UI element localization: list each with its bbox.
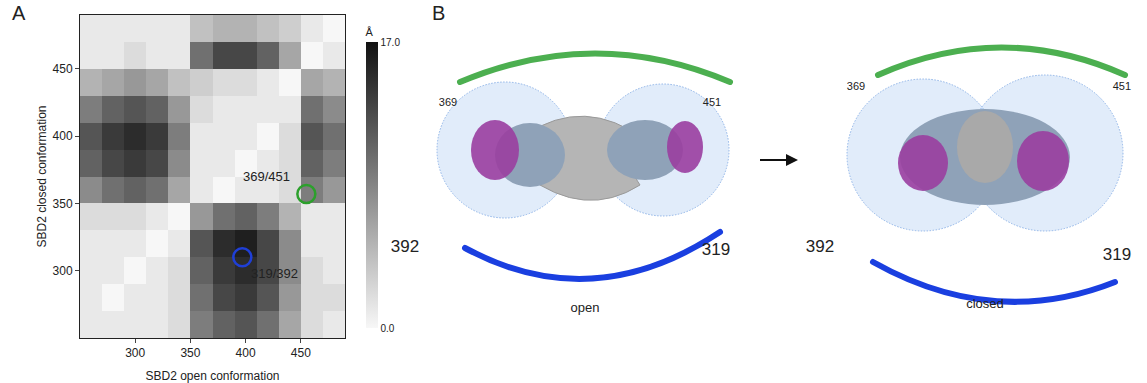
html-text:A: A [12, 2, 26, 24]
svg-text:451: 451 [1113, 80, 1131, 92]
svg-text:350: 350 [180, 346, 200, 360]
svg-text:392: 392 [806, 237, 834, 256]
svg-text:SBD2 open conformation: SBD2 open conformation [145, 369, 279, 383]
html-text:B: B [432, 2, 446, 24]
svg-text:319: 319 [702, 240, 730, 259]
svg-text:300: 300 [53, 264, 73, 278]
svg-text:17.0: 17.0 [381, 37, 401, 48]
svg-text:369: 369 [439, 96, 457, 108]
svg-text:369: 369 [847, 80, 865, 92]
svg-text:369/451: 369/451 [243, 169, 290, 184]
svg-text:300: 300 [125, 346, 145, 360]
svg-text:350: 350 [53, 197, 73, 211]
svg-text:SBD2 closed conformation: SBD2 closed conformation [35, 105, 49, 247]
svg-text:319: 319 [1103, 245, 1131, 264]
svg-text:closed: closed [966, 296, 1004, 311]
svg-text:0.0: 0.0 [381, 323, 395, 334]
svg-text:319/392: 319/392 [251, 266, 298, 281]
svg-text:400: 400 [236, 346, 256, 360]
svg-text:400: 400 [53, 129, 73, 143]
svg-text:450: 450 [53, 62, 73, 76]
svg-text:450: 450 [291, 346, 311, 360]
svg-text:open: open [571, 300, 600, 315]
svg-text:Å: Å [366, 26, 374, 38]
svg-text:451: 451 [703, 96, 721, 108]
svg-text:392: 392 [391, 237, 419, 256]
